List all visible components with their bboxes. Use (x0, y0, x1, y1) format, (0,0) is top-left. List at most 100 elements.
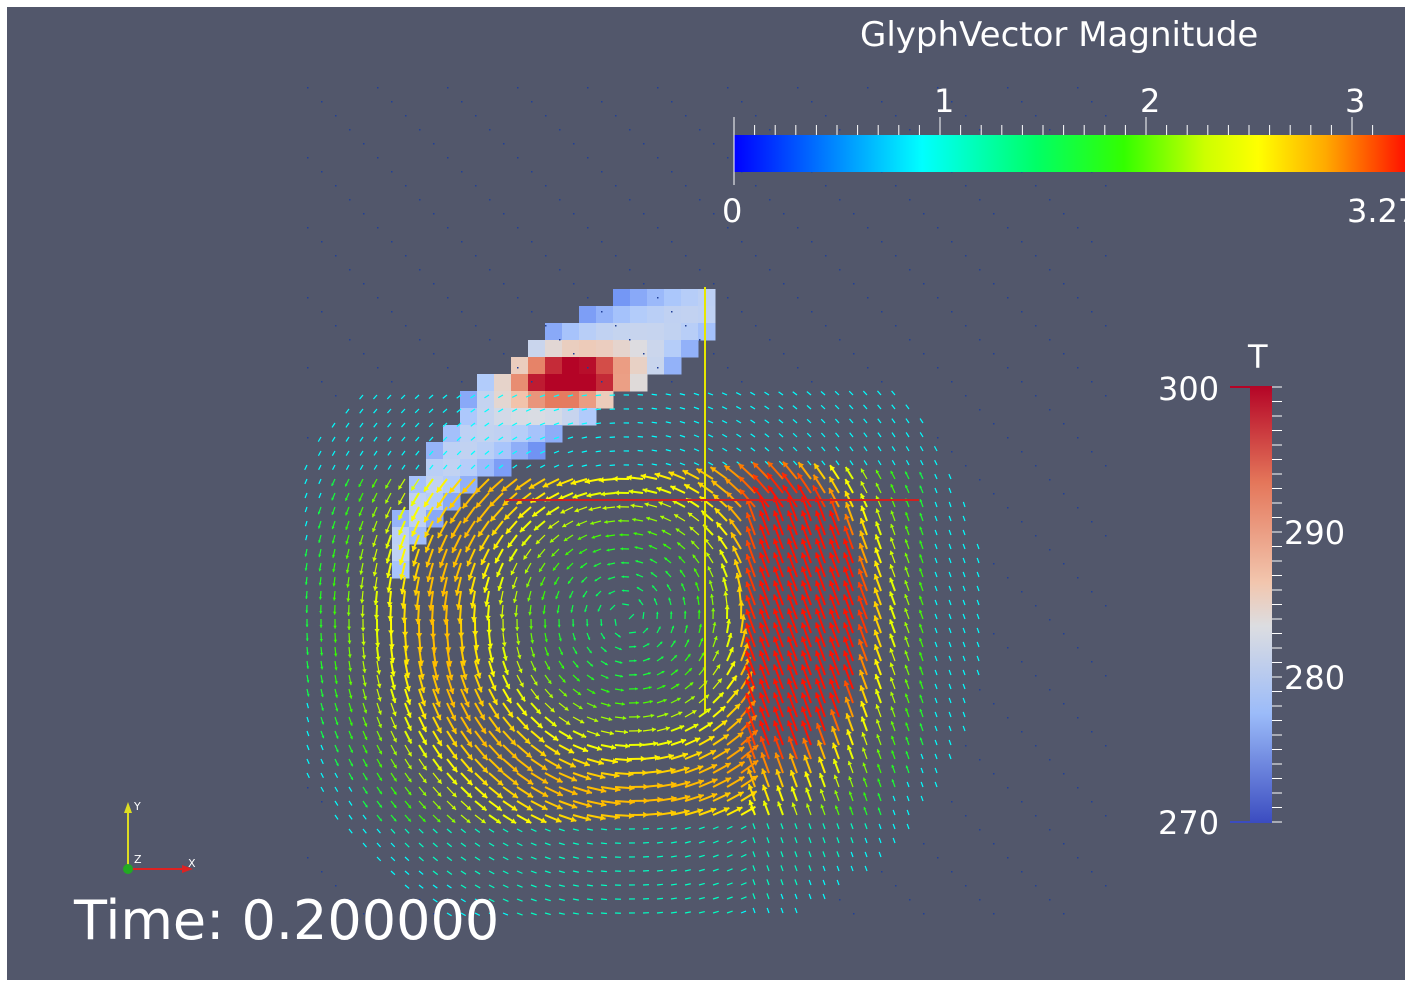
vector-glyph (539, 450, 546, 454)
vector-glyph (629, 269, 631, 271)
vector-glyph-head (745, 512, 752, 519)
vector-glyph (1077, 437, 1079, 439)
vector-glyph (1007, 367, 1009, 369)
vector-glyph (581, 422, 588, 425)
vector-glyph (937, 857, 939, 859)
vector-glyph (362, 842, 367, 848)
vector-glyph-head (649, 558, 653, 562)
vector-glyph (1021, 311, 1023, 313)
vector-glyph (512, 464, 518, 469)
vector-glyph (321, 171, 323, 173)
vector-glyph (306, 744, 310, 751)
vector-glyph (498, 422, 504, 427)
vector-glyph-head (800, 720, 807, 727)
vector-glyph-head (318, 554, 322, 558)
vector-glyph-head (406, 712, 412, 718)
vector-glyph (764, 447, 770, 452)
vector-glyph-head (579, 719, 585, 724)
vector-glyph-head (814, 510, 821, 517)
vector-glyph-head (695, 582, 699, 586)
vector-glyph-head (591, 535, 595, 539)
vector-glyph-head (862, 762, 867, 767)
vector-glyph-head (495, 818, 501, 824)
vector-glyph-head (717, 678, 722, 684)
vector-glyph (752, 837, 756, 844)
vector-glyph (976, 669, 980, 676)
vector-glyph-head (679, 725, 685, 730)
vector-glyph (726, 910, 733, 914)
vector-glyph-head (648, 686, 652, 690)
vector-glyph-head (814, 524, 821, 531)
vector-glyph-head (506, 697, 512, 704)
scene-canvas[interactable] (7, 7, 1405, 980)
vector-glyph-head (496, 805, 502, 811)
vector-glyph (920, 753, 924, 760)
vector-colorbar-ticks (733, 117, 1374, 135)
vector-glyph (429, 464, 434, 470)
vector-glyph (934, 725, 938, 732)
vector-glyph (586, 842, 593, 845)
vector-glyph-head (750, 715, 757, 722)
vector-glyph (712, 826, 719, 830)
vector-glyph (755, 325, 757, 327)
vector-glyph-head (390, 671, 396, 677)
vector-glyph (863, 404, 868, 410)
vector-glyph-head (320, 666, 324, 670)
vector-glyph (442, 436, 448, 442)
vector-glyph-head (620, 688, 624, 692)
vector-glyph (671, 241, 673, 243)
vector-glyph-head (828, 650, 835, 657)
temperature-cell (647, 340, 665, 358)
vector-glyph-head (786, 566, 793, 573)
vector-glyph-head (349, 722, 353, 726)
vector-glyph-head (437, 532, 444, 539)
render-viewport[interactable]: GlyphVector Magnitude 1 2 3 0 3.27 T 300… (7, 7, 1405, 980)
vector-glyph-head (860, 493, 866, 499)
vector-glyph (460, 870, 467, 875)
vector-glyph (792, 405, 798, 410)
vector-glyph (821, 460, 826, 466)
vector-glyph-head (560, 651, 563, 656)
vector-glyph-head (547, 680, 552, 684)
vector-glyph-head (889, 550, 895, 556)
vector-glyph (442, 394, 448, 399)
temperature-cell (460, 459, 478, 477)
vector-glyph-head (556, 803, 563, 810)
temperature-cell (528, 374, 546, 392)
vector-glyph (1077, 507, 1079, 509)
vector-glyph (665, 449, 672, 452)
vector-glyph (905, 418, 910, 424)
vector-glyph-head (411, 485, 416, 491)
vector-glyph-head (462, 502, 469, 509)
vector-glyph (698, 826, 705, 830)
vector-glyph-head (602, 505, 607, 511)
vector-glyph (685, 255, 687, 257)
vector-glyph-head (492, 698, 498, 705)
vector-glyph-head (364, 777, 368, 781)
vector-glyph-head (634, 659, 637, 663)
vector-glyph-head (860, 468, 865, 473)
vector-glyph-head (534, 695, 539, 700)
vector-glyph-head (861, 732, 867, 737)
vector-glyph-head (656, 611, 659, 615)
vector-glyph-head (418, 673, 425, 680)
vector-glyph (484, 408, 490, 413)
vector-glyph (526, 464, 532, 469)
vector-glyph (656, 911, 664, 914)
vector-glyph (1007, 647, 1009, 649)
vector-glyph-head (549, 538, 555, 543)
vector-glyph (1049, 409, 1051, 411)
vector-glyph (390, 870, 396, 876)
vector-glyph-head (591, 677, 595, 680)
vector-glyph-head (359, 585, 364, 589)
vector-glyph-head (635, 560, 639, 563)
vector-glyph (461, 381, 463, 383)
vector-glyph-head (860, 701, 866, 707)
vector-glyph (544, 870, 551, 874)
vector-glyph (962, 599, 966, 606)
vector-glyph (1035, 115, 1037, 117)
vector-glyph-head (345, 569, 350, 574)
vector-glyph-head (568, 747, 575, 754)
vector-glyph (1063, 353, 1065, 355)
vector-glyph-head (486, 629, 492, 635)
